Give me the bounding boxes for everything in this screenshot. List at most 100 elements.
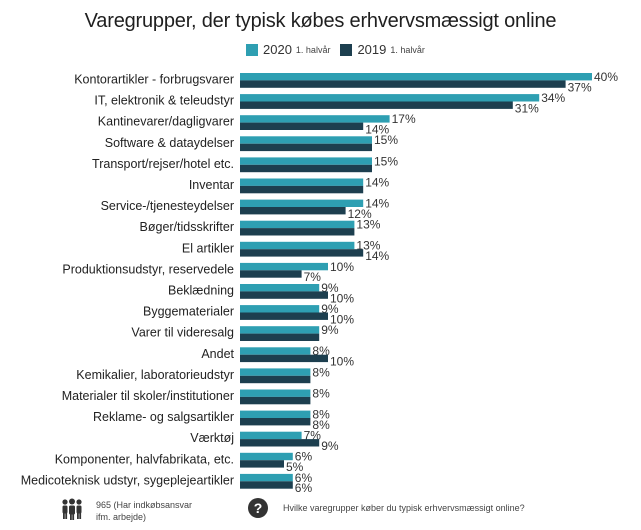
bar-2019: [240, 291, 328, 299]
bar-2019: [240, 333, 320, 341]
bar-2019: [240, 164, 372, 173]
value-label-2020: 13%: [356, 218, 380, 232]
value-label-2019: 14%: [365, 249, 389, 263]
bar-2020: [240, 157, 372, 165]
value-label-2019: 37%: [568, 80, 592, 94]
bar-2019: [240, 228, 355, 236]
legend-swatch-2020: [246, 43, 258, 56]
category-label: Software & dataydelser: [105, 136, 234, 150]
value-label-2019: 14%: [365, 123, 389, 137]
bar-2019: [240, 375, 311, 384]
legend-item-2020: 2020 1. halvår: [246, 42, 330, 57]
bar-2019: [240, 101, 513, 109]
bar-2019: [240, 207, 346, 215]
bar-2019: [240, 439, 320, 447]
category-label: Komponenter, halvfabrikata, etc.: [55, 452, 234, 466]
value-label-2019: 7%: [304, 270, 322, 284]
value-label-2019: 10%: [330, 312, 354, 326]
respondents-line-2: ifm. arbejde): [96, 512, 147, 522]
category-label: Kemikalier, laboratorieudstyr: [76, 368, 234, 382]
question-icon: ?: [248, 498, 268, 518]
question-text: Hvilke varegrupper køber du typisk erhve…: [283, 503, 525, 513]
bar-2019: [240, 249, 364, 257]
bar-2020: [240, 115, 390, 123]
value-label-2020: 10%: [330, 260, 354, 274]
bar-2020: [240, 473, 293, 482]
bar-2019: [240, 460, 284, 468]
value-label-2020: 8%: [312, 386, 330, 400]
value-label-2019: 6%: [295, 481, 313, 495]
value-label-2019: 8%: [312, 418, 330, 432]
value-label-2019: 10%: [330, 291, 354, 305]
bar-2019: [240, 80, 566, 88]
bar-2020: [240, 199, 364, 207]
bar-2019: [240, 143, 372, 152]
respondents-note: 965 (Har indkøbsansvar ifm. arbejde): [96, 499, 192, 523]
bar-2020: [240, 73, 592, 81]
category-label: Beklædning: [168, 284, 234, 298]
category-label: Reklame- og salgsartikler: [93, 410, 234, 424]
bar-2020: [240, 431, 302, 440]
people-icon: [62, 498, 82, 520]
value-label-2020: 9%: [321, 323, 339, 337]
value-label-2019: 5%: [286, 460, 304, 474]
legend-label-2019: 2019: [357, 42, 387, 57]
value-label-2019: 31%: [515, 101, 539, 115]
respondents-line-1: 965 (Har indkøbsansvar: [96, 500, 193, 510]
bar-2020: [240, 368, 311, 376]
bar-2020: [240, 326, 320, 334]
bar-2020: [240, 94, 540, 102]
svg-text:?: ?: [254, 500, 263, 516]
value-label-2020: 17%: [392, 112, 416, 126]
value-label-2019: 10%: [330, 355, 354, 369]
bar-2019: [240, 396, 311, 405]
category-label: Byggematerialer: [143, 305, 234, 319]
bar-2020: [240, 452, 293, 461]
value-label-2020: 34%: [541, 91, 565, 105]
category-label: El artikler: [182, 241, 234, 255]
value-label-2020: 8%: [312, 408, 330, 422]
value-label-2019: 12%: [348, 207, 372, 221]
bar-2019: [240, 418, 311, 426]
bar-2020: [240, 347, 311, 355]
legend-item-2019: 2019 1. halvår: [340, 42, 425, 57]
category-label: Andet: [201, 347, 234, 361]
bar-2019: [240, 481, 293, 489]
value-label-2019: 9%: [321, 439, 339, 453]
category-label: IT, elektronik & teleudstyr: [94, 94, 234, 108]
value-label-2020: 6%: [295, 450, 313, 464]
value-label-2020: 40%: [594, 70, 618, 84]
category-label: Kontorartikler - forbrugsvarer: [74, 73, 234, 87]
category-label: Materialer til skoler/institutioner: [62, 389, 234, 403]
bar-2020: [240, 136, 372, 144]
value-label-2020: 14%: [365, 197, 389, 211]
legend-label-2020: 2020: [263, 42, 292, 57]
bar-2020: [240, 389, 311, 397]
bar-2020: [240, 220, 355, 229]
legend-sublabel-2020: 1. halvår: [295, 44, 331, 55]
bar-2019: [240, 354, 328, 363]
bar-2019: [240, 185, 364, 194]
value-label-2020: 6%: [295, 471, 313, 485]
bar-2020: [240, 284, 320, 292]
category-label: Produktionsudstyr, reservedele: [62, 262, 234, 276]
value-label-2020: 14%: [365, 175, 389, 189]
footer: 965 (Har indkøbsansvar ifm. arbejde) ? H…: [0, 496, 641, 530]
bar-2020: [240, 410, 311, 418]
bar-2019: [240, 122, 364, 130]
category-label: Kantinevarer/dagligvarer: [98, 115, 234, 129]
legend-sublabel-2019: 1. halvår: [390, 44, 425, 55]
chart-title: Varegrupper, der typisk købes erhvervsmæ…: [84, 10, 557, 32]
value-label-2020: 8%: [312, 365, 330, 379]
bar-2020: [240, 262, 328, 271]
bar-2020: [240, 178, 364, 186]
bar-2020: [240, 305, 320, 313]
bar-chart: Kontorartikler - forbrugsvarer 40%37% IT, …: [21, 70, 619, 495]
legend-swatch-2019: [340, 43, 353, 56]
category-label: Transport/rejser/hotel etc.: [92, 157, 234, 171]
bar-2019: [240, 312, 328, 320]
value-label-2020: 15%: [374, 154, 398, 168]
category-label: Bøger/tidsskrifter: [140, 220, 234, 234]
category-label: Medicoteknisk udstyr, sygeplejeartikler: [21, 473, 234, 487]
value-label-2020: 15%: [374, 133, 398, 147]
